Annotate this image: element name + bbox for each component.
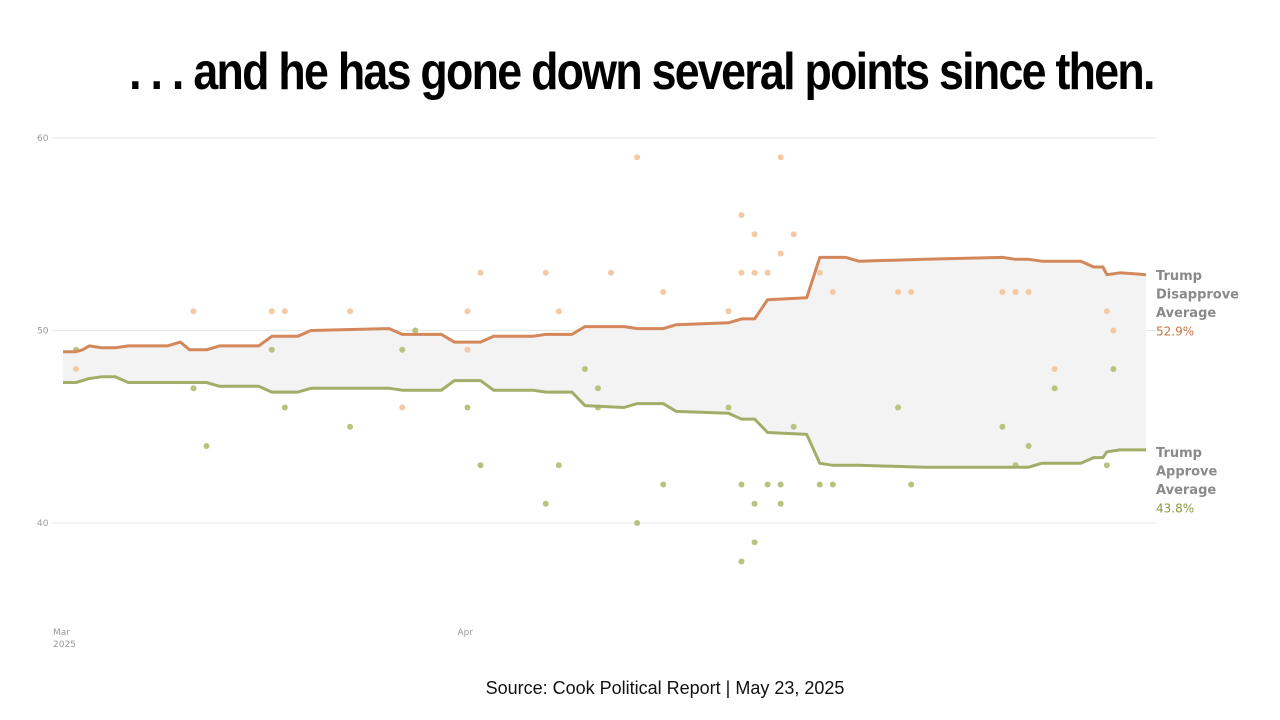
poll-dot-disapprove [1025, 289, 1032, 295]
poll-dot-approve [751, 500, 758, 507]
poll-dot-approve [660, 481, 667, 488]
poll-dot-approve [542, 500, 549, 507]
poll-dot-approve [777, 481, 784, 488]
disapprove-average-line [63, 255, 1147, 354]
poll-dot-disapprove [1103, 308, 1110, 315]
poll-dot-disapprove [477, 269, 484, 276]
poll-dot-disapprove [608, 269, 615, 276]
poll-dot-approve [895, 404, 902, 411]
disapprove-label-line: Average [1156, 306, 1216, 321]
poll-dot-approve [1110, 366, 1117, 372]
poll-dot-approve [268, 346, 275, 353]
poll-dot-approve [999, 423, 1006, 430]
poll-dot-disapprove [1051, 366, 1058, 372]
poll-dot-approve [790, 423, 797, 430]
poll-dot-disapprove [738, 212, 745, 218]
poll-dot-disapprove [347, 308, 354, 315]
poll-dot-approve [829, 481, 836, 488]
approve-label-line: Average [1156, 483, 1216, 498]
poll-dot-disapprove [908, 289, 915, 295]
approve-label-line: Trump [1156, 446, 1202, 461]
poll-dot-approve [477, 462, 484, 469]
axis-labels: 40 50 60 Mar 2025 Apr [37, 134, 473, 650]
series-end-labels: Trump Disapprove Average 52.9% Trump Approve A… [1156, 269, 1239, 516]
approve-label-line: Approve [1156, 465, 1217, 480]
poll-dot-approve [203, 443, 210, 449]
poll-dot-approve [725, 404, 732, 411]
poll-dot-disapprove [777, 250, 784, 257]
poll-dot-disapprove [751, 231, 758, 238]
poll-dot-approve [816, 481, 823, 488]
poll-dot-disapprove [999, 289, 1006, 295]
poll-dot-disapprove [764, 269, 771, 276]
poll-dot-approve [1051, 385, 1058, 392]
poll-dot-disapprove [816, 269, 823, 276]
poll-dot-approve [581, 366, 588, 372]
disapprove-value-label: 52.9% [1156, 325, 1194, 339]
x-tick-label-apr: Apr [457, 628, 473, 638]
y-tick-label-50: 50 [37, 327, 49, 337]
poll-dot-approve [399, 346, 406, 353]
poll-dot-approve [464, 404, 471, 411]
poll-dot-approve [190, 385, 197, 392]
poll-dot-approve [738, 481, 745, 488]
poll-dot-disapprove [464, 346, 471, 353]
poll-dot-approve [412, 327, 419, 334]
poll-dot-disapprove [790, 231, 797, 238]
poll-dot-approve [738, 558, 745, 565]
approve-average-line [63, 375, 1146, 469]
poll-dot-approve [777, 500, 784, 507]
poll-dot-disapprove [268, 308, 275, 315]
poll-dot-disapprove [725, 308, 732, 315]
gap-band [63, 257, 1146, 468]
poll-dot-approve [908, 481, 915, 488]
poll-dot-disapprove [751, 269, 758, 276]
poll-dot-approve [555, 462, 562, 469]
approve-value-label: 43.8% [1156, 502, 1194, 516]
poll-dot-approve [594, 385, 601, 392]
y-tick-label-60: 60 [37, 134, 49, 144]
disapprove-label-line: Trump [1156, 269, 1202, 284]
poll-dot-approve [281, 404, 288, 411]
poll-dot-approve [751, 539, 758, 546]
poll-dot-approve [1025, 443, 1032, 449]
x-tick-sublabel-2025: 2025 [53, 640, 76, 650]
poll-dot-approve [1103, 462, 1110, 469]
poll-dot-disapprove [542, 269, 549, 276]
poll-dot-disapprove [738, 269, 745, 276]
headline: . . . and he has gone down several point… [129, 43, 1155, 101]
poll-dot-approve [634, 520, 641, 526]
disapprove-label-line: Disapprove [1156, 288, 1239, 303]
poll-dots [73, 154, 1117, 565]
poll-dot-disapprove [829, 289, 836, 295]
poll-dot-disapprove [464, 308, 471, 315]
poll-dot-disapprove [634, 154, 641, 161]
poll-dot-disapprove [1110, 327, 1117, 334]
source-caption: Source: Cook Political Report | May 23, … [485, 678, 845, 698]
poll-dot-disapprove [73, 366, 80, 372]
poll-dot-approve [764, 481, 771, 488]
poll-dot-disapprove [660, 289, 667, 295]
poll-dot-disapprove [1012, 289, 1019, 295]
poll-dot-disapprove [777, 154, 784, 161]
poll-dot-approve [347, 423, 354, 430]
poll-dot-disapprove [555, 308, 562, 315]
poll-dot-disapprove [399, 404, 406, 411]
y-tick-label-40: 40 [37, 519, 49, 529]
poll-dot-disapprove [895, 289, 902, 295]
poll-dot-disapprove [281, 308, 288, 315]
x-tick-label-mar: Mar [53, 628, 70, 638]
poll-dot-disapprove [190, 308, 197, 315]
